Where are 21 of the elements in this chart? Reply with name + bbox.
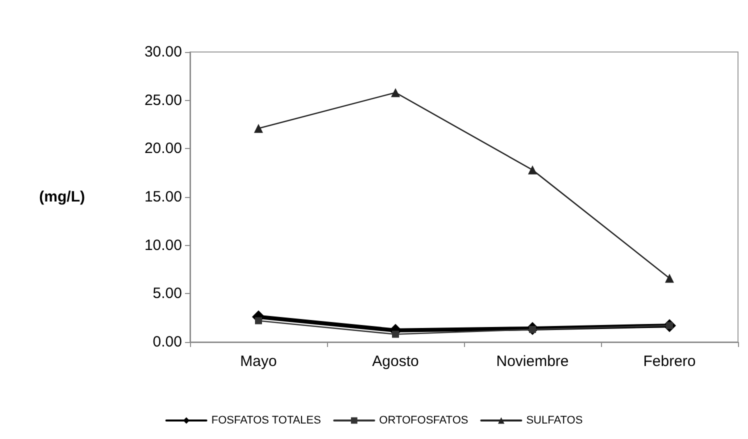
y-tick-label: 20.00: [144, 140, 182, 158]
y-tick-label: 5.00: [152, 285, 182, 302]
y-tick-label: 25.00: [144, 92, 182, 109]
y-axis-title: (mg/L): [39, 188, 85, 206]
y-tick-label: 15.00: [144, 188, 182, 206]
legend-label: ORTOFOSFATOS: [379, 414, 468, 426]
x-tick-label: Mayo: [240, 353, 277, 370]
point: [392, 330, 399, 338]
legend-label: SULFATOS: [526, 414, 583, 426]
x-tick-label: Febrero: [643, 353, 696, 370]
point: [391, 88, 400, 98]
y-tick-label: 30.00: [144, 44, 182, 60]
x-tick-label: Agosto: [372, 353, 419, 370]
point: [254, 124, 263, 133]
legend-label: FOSFATOS TOTALES: [211, 414, 321, 426]
y-tick-label: 0.00: [152, 334, 182, 350]
y-tick-label: 10.00: [144, 236, 182, 254]
point: [665, 274, 674, 283]
point: [255, 317, 262, 324]
point: [528, 165, 537, 174]
x-tick-label: Noviembre: [496, 353, 569, 370]
